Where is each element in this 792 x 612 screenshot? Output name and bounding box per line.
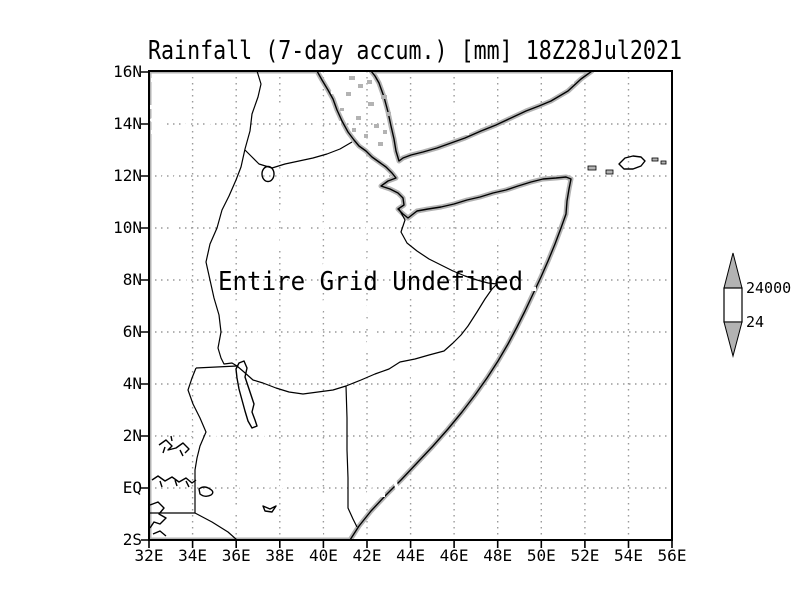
x-axis-ticks [148, 540, 673, 548]
x-axis: 32E 34E 36E 38E 40E 42E 44E 46E 48E 50E … [135, 546, 687, 565]
legend-arrow-up [723, 252, 743, 289]
y-axis-ticks [141, 71, 149, 541]
x-tick-label: 50E [527, 546, 556, 565]
y-tick-label: 4N [123, 374, 142, 393]
legend-upper-value: 240000 [746, 279, 792, 297]
y-tick-label: 8N [123, 270, 142, 289]
plot-title: Rainfall (7-day accum.) [mm] 18Z28Jul202… [148, 36, 682, 66]
lake-victoria-region [149, 435, 277, 537]
x-tick-label: 54E [614, 546, 643, 565]
x-tick-label: 46E [440, 546, 469, 565]
country-borders [149, 71, 498, 540]
x-tick-label: 52E [570, 546, 599, 565]
grid-undefined-message: Entire Grid Undefined [218, 267, 523, 297]
x-tick-label: 38E [265, 546, 294, 565]
coastline [149, 71, 572, 540]
africa-landmass [149, 71, 574, 540]
coastal-stream-dashes [367, 185, 554, 256]
x-tick-label: 36E [222, 546, 251, 565]
y-tick-label: 2S [123, 530, 142, 549]
lake-turkana [235, 360, 258, 429]
socotra-island [587, 155, 667, 175]
y-tick-label: 14N [113, 114, 142, 133]
y-tick-label: 6N [123, 322, 142, 341]
y-tick-label: 10N [113, 218, 142, 237]
x-tick-label: 42E [353, 546, 382, 565]
red-sea-islands [340, 76, 391, 146]
legend-lower-value: 24 [746, 313, 764, 331]
y-tick-label: EQ [123, 478, 142, 497]
y-axis: 16N 14N 12N 10N 8N 6N 4N 2N EQ 2S [113, 62, 142, 549]
legend-colorbar: 240000 24 [723, 252, 792, 358]
y-tick-label: 12N [113, 166, 142, 185]
y-tick-label: 2N [123, 426, 142, 445]
rivers [149, 73, 575, 534]
x-tick-label: 56E [658, 546, 687, 565]
x-tick-label: 40E [309, 546, 338, 565]
map-area: Entire Grid Undefined [149, 71, 672, 540]
legend-arrow-down [723, 321, 743, 358]
x-tick-label: 34E [178, 546, 207, 565]
x-tick-label: 32E [135, 546, 164, 565]
y-tick-label: 16N [113, 62, 142, 81]
x-tick-label: 44E [396, 546, 425, 565]
x-tick-label: 48E [483, 546, 512, 565]
lake-tana [261, 165, 275, 183]
legend-band [723, 287, 743, 323]
